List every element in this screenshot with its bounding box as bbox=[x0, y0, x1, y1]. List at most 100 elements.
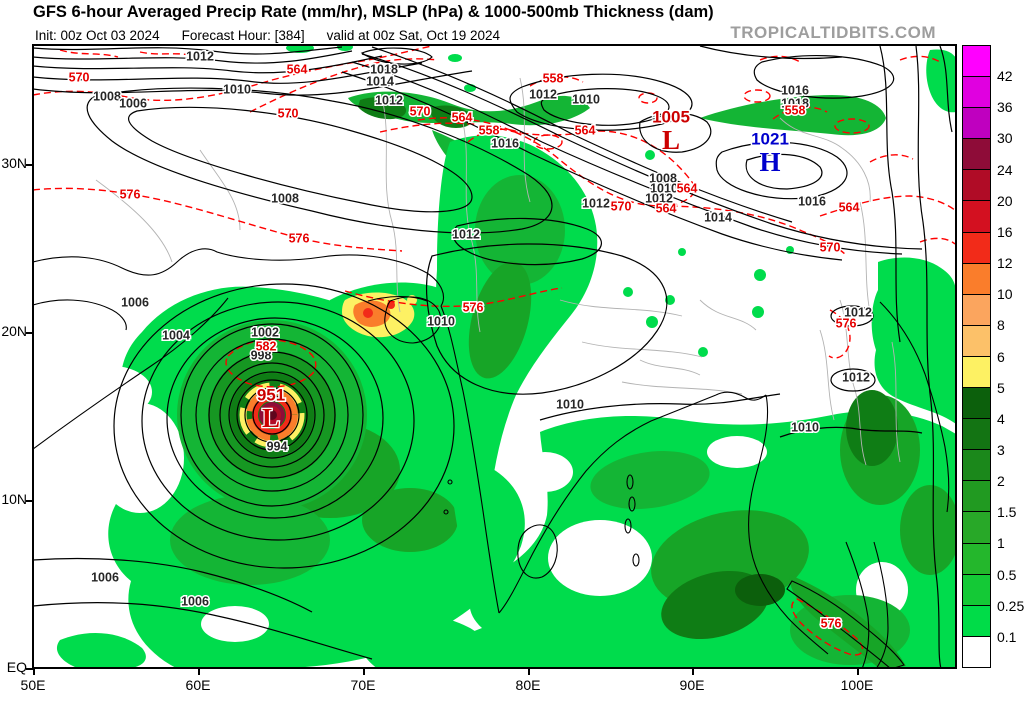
cyclone-core bbox=[239, 382, 305, 448]
mslp-contour-label: 1006 bbox=[181, 594, 209, 608]
colorbar-label: 12 bbox=[997, 255, 1013, 272]
lat-tick-label: EQ bbox=[6, 659, 27, 676]
colorbar-segment bbox=[963, 387, 990, 419]
colorbar-segment bbox=[963, 76, 990, 108]
lon-tick-label: 60E bbox=[185, 677, 211, 693]
mslp-contour-label: 1006 bbox=[119, 96, 147, 110]
colorbar-label: 0.1 bbox=[997, 628, 1017, 645]
colorbar-segment bbox=[963, 511, 990, 543]
lon-tick-label: 90E bbox=[679, 677, 705, 693]
mslp-contour-label: 1010 bbox=[650, 181, 678, 195]
mslp-contour-label: 1014 bbox=[366, 74, 394, 88]
thickness-contour-label: 576 bbox=[120, 187, 141, 201]
colorbar-segment bbox=[963, 262, 990, 294]
thickness-contour-label: 570 bbox=[69, 70, 90, 84]
country-borders bbox=[95, 77, 901, 466]
thickness-contour-label: 576 bbox=[836, 316, 857, 330]
colorbar-label: 2 bbox=[997, 473, 1005, 490]
lon-tick bbox=[692, 668, 694, 675]
mslp-contour-label: 1012 bbox=[645, 191, 673, 205]
mslp-contour-label: 1008 bbox=[649, 171, 677, 185]
lon-tick-label: 80E bbox=[515, 677, 541, 693]
mslp-contour-label: 1012 bbox=[529, 87, 557, 101]
colorbar-segment bbox=[963, 573, 990, 605]
thickness-contour-label: 564 bbox=[287, 62, 308, 76]
chart-title: GFS 6-hour Averaged Precip Rate (mm/hr),… bbox=[33, 3, 714, 21]
thickness-contour-label: 564 bbox=[839, 200, 860, 214]
pressure-center-symbol: L bbox=[262, 403, 280, 433]
pressure-center-value: 1005 bbox=[652, 107, 690, 126]
thickness-contour-label: 564 bbox=[452, 110, 473, 124]
colorbar-label: 1 bbox=[997, 535, 1005, 552]
colorbar-label: 16 bbox=[997, 223, 1013, 240]
mslp-contour-label: 1016 bbox=[491, 136, 519, 150]
valid-time: valid at 00z Sat, Oct 19 2024 bbox=[326, 28, 501, 43]
mslp-contour-label: 1006 bbox=[121, 295, 149, 309]
colorbar-segment bbox=[963, 231, 990, 263]
mslp-contour-label: 1016 bbox=[781, 83, 809, 97]
map-frame bbox=[32, 44, 957, 669]
lon-tick-label: 100E bbox=[840, 677, 874, 693]
thickness-contour-label: 582 bbox=[256, 339, 277, 353]
lat-tick bbox=[26, 500, 34, 502]
mslp-contours bbox=[33, 45, 953, 668]
lon-tick bbox=[857, 668, 859, 675]
colorbar-label: 5 bbox=[997, 379, 1005, 396]
colorbar-label: 8 bbox=[997, 317, 1005, 334]
colorbar-label: 0.5 bbox=[997, 566, 1017, 583]
colorbar-segment bbox=[963, 604, 990, 636]
mslp-contour-label: 1004 bbox=[162, 328, 190, 342]
thickness-contour-label: 558 bbox=[479, 123, 500, 137]
colorbar-segment bbox=[963, 355, 990, 388]
colorbar-segment bbox=[963, 542, 990, 574]
mslp-contour-label: 1006 bbox=[91, 570, 119, 584]
mslp-contour-label: 994 bbox=[267, 439, 288, 453]
lon-tick bbox=[33, 668, 35, 675]
pressure-center-symbol: H bbox=[759, 147, 780, 177]
mslp-contour-label: 1018 bbox=[370, 62, 398, 76]
mslp-contour-label: 1014 bbox=[704, 210, 732, 224]
colorbar-segment bbox=[963, 324, 990, 356]
lon-tick bbox=[363, 668, 365, 675]
colorbar-label: 0.25 bbox=[997, 597, 1024, 614]
mslp-contour-label: 1018 bbox=[781, 96, 809, 110]
lat-tick-label: 10N bbox=[1, 491, 27, 508]
thickness-contour-label: 564 bbox=[575, 123, 596, 137]
colorbar-label: 42 bbox=[997, 68, 1013, 85]
thickness-contour-label: 564 bbox=[677, 181, 698, 195]
mslp-contour-label: 1010 bbox=[223, 82, 251, 96]
pressure-center-symbol: L bbox=[662, 125, 680, 155]
thickness-contour-label: 570 bbox=[820, 240, 841, 254]
thickness-contour-label: 570 bbox=[410, 104, 431, 118]
mslp-contour-label: 1008 bbox=[93, 89, 121, 103]
colorbar-segment bbox=[963, 200, 990, 232]
colorbar-label: 6 bbox=[997, 348, 1005, 365]
pressure-center-value: 951 bbox=[257, 385, 285, 404]
colorbar-label: 4 bbox=[997, 410, 1005, 427]
mslp-contour-label: 1010 bbox=[572, 92, 600, 106]
mslp-contour-label: 1012 bbox=[842, 370, 870, 384]
pressure-center-value: 1021 bbox=[751, 129, 789, 148]
lat-tick bbox=[26, 164, 34, 166]
lon-tick bbox=[528, 668, 530, 675]
colorbar-segment bbox=[963, 449, 990, 481]
thickness-contour-label: 576 bbox=[463, 300, 484, 314]
mslp-contour-label: 1012 bbox=[452, 227, 480, 241]
lat-tick bbox=[26, 332, 34, 334]
lon-tick-label: 50E bbox=[20, 677, 46, 693]
mslp-contour-label: 1016 bbox=[798, 194, 826, 208]
colorbar-label: 20 bbox=[997, 192, 1013, 209]
thickness-contour-label: 570 bbox=[278, 106, 299, 120]
mslp-contour-label: 1012 bbox=[186, 49, 214, 63]
colorbar-segment bbox=[963, 46, 990, 77]
colorbar-label: 24 bbox=[997, 161, 1013, 178]
thickness-contour-label: 576 bbox=[821, 616, 842, 630]
lat-tick-label: 20N bbox=[1, 323, 27, 340]
lon-tick-label: 70E bbox=[350, 677, 376, 693]
thickness-contour-label: 558 bbox=[543, 71, 564, 85]
mslp-contour-label: 1010 bbox=[556, 397, 584, 411]
mslp-contour-label: 998 bbox=[251, 348, 272, 362]
colorbar-segment bbox=[963, 138, 990, 170]
mslp-contour-label: 1002 bbox=[251, 325, 279, 339]
